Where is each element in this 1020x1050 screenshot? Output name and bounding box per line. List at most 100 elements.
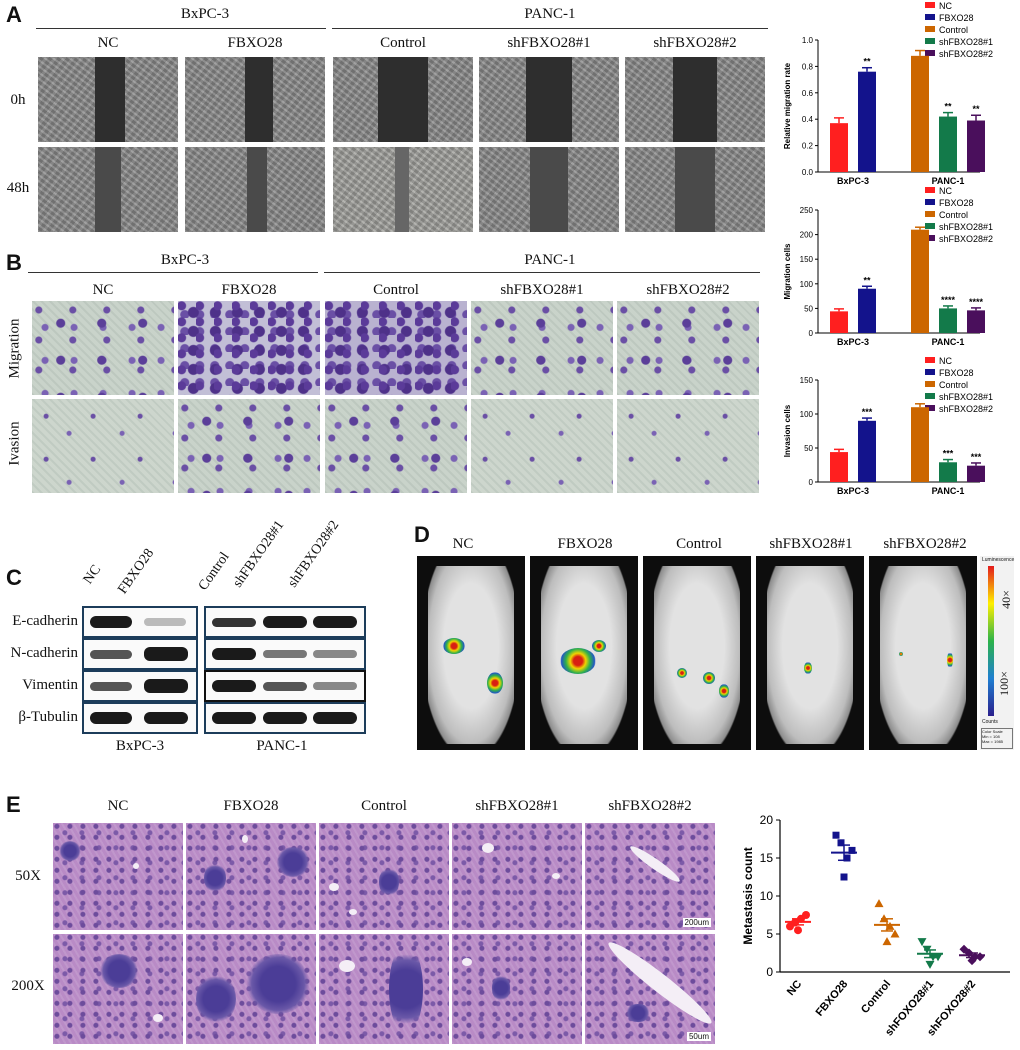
- panel-b-label: B: [6, 250, 22, 275]
- chart1-ytick-label-0: 0: [809, 329, 814, 338]
- chart1-legend-label-2: Control: [939, 210, 968, 220]
- chart0-ytick-label-1: 0.2: [802, 142, 814, 151]
- chart0-ytick-label-2: 0.4: [802, 115, 814, 124]
- wound-photo-fbxo28-0h: [185, 57, 325, 142]
- chart1-legend-swatch-3: [925, 223, 935, 229]
- chart1-legend-label-4: shFBXO28#2: [939, 234, 993, 244]
- chart0-legend-swatch-1: [925, 14, 935, 20]
- wb-blot-panc1-ecadherin: [204, 606, 366, 638]
- chart0-ytick-label-5: 1.0: [802, 36, 814, 45]
- transwell-photo-control-invasion: [325, 399, 467, 493]
- transwell-photo-sh1-invasion: [471, 399, 613, 493]
- chart0-sig-3: **: [944, 102, 952, 112]
- ivis-scale-top: 40×: [998, 590, 1013, 609]
- wound-photo-nc-48h: [38, 147, 178, 232]
- ivis-col-sh2: shFBXO28#2: [883, 536, 967, 552]
- he-photo-sh2-200x: 50um: [585, 934, 715, 1044]
- ivis-image-nc: [417, 556, 525, 750]
- migration-cells-chart: NC FBXO28 Control shFBXO28#1 shFBXO28#2 0 50 10…: [783, 186, 993, 347]
- chart3-point-2-0: [874, 899, 884, 908]
- chart3-point-1-4: [840, 873, 848, 881]
- chart0-legend-label-3: shFBXO28#1: [939, 37, 993, 47]
- chart3-ytick-label-2: 10: [760, 889, 774, 903]
- he-photo-fbxo28-50x: [186, 823, 316, 930]
- ivis-scale-bottom: 100×: [996, 671, 1011, 696]
- chart3-point-1-2: [843, 854, 851, 862]
- chart1-group-label-1: PANC-1: [932, 337, 965, 347]
- chart0-group-label-1: PANC-1: [932, 176, 965, 186]
- wb-protein-vimentin: Vimentin: [22, 677, 78, 693]
- chart3-xtick-label-0: NC: [785, 978, 804, 998]
- panel-d-label: D: [414, 522, 430, 547]
- chart1-bar-0: [830, 311, 848, 333]
- wb-blot-panc1-ncadherin: [204, 638, 366, 670]
- chart1-legend-label-0: NC: [939, 186, 952, 196]
- chart2-legend-label-3: shFBXO28#1: [939, 392, 993, 402]
- chart3-point-4-4: [967, 956, 977, 966]
- chart1-sig-3: ****: [941, 295, 956, 305]
- chart0-ytick-label-0: 0.0: [802, 168, 814, 177]
- ivis-col-control: Control: [676, 536, 722, 552]
- panel-a-label: A: [6, 2, 22, 27]
- transwell-photo-sh2-migration: [617, 301, 759, 395]
- chart2-legend-swatch-0: [925, 357, 935, 363]
- he-col-sh1: shFBXO28#1: [475, 798, 559, 814]
- wb-protein-tubulin: β-Tubulin: [18, 709, 78, 725]
- wb-protein-ncadherin: N-cadherin: [10, 645, 78, 661]
- chart0-group-label-0: BxPC-3: [837, 176, 869, 186]
- chart2-group-label-1: PANC-1: [932, 486, 965, 496]
- chart2-bar-0: [830, 452, 848, 482]
- chart0-legend-swatch-0: [925, 2, 935, 8]
- chart2-legend-label-2: Control: [939, 380, 968, 390]
- wb-blot-bxpc3-ncadherin: [82, 638, 198, 670]
- ivis-image-control: [643, 556, 751, 750]
- chart3-xtick-label-1: FBXO28: [814, 978, 851, 1018]
- chart3-point-2-4: [882, 937, 892, 946]
- panel-b-divider-panc1: [324, 272, 760, 273]
- chart0-legend-label-4: shFBXO28#2: [939, 49, 993, 59]
- wound-photo-control-48h: [333, 147, 473, 232]
- panel-b-group-bxpc3: BxPC-3: [160, 252, 210, 268]
- relative-migration-rate-chart: NC FBXO28 Control shFBXO28#1 shFBXO28#2 0.0 0.…: [783, 1, 993, 186]
- chart0-bar-4: [967, 120, 985, 172]
- he-col-fbxo28: FBXO28: [223, 798, 279, 814]
- chart2-ytick-label-3: 150: [800, 376, 814, 385]
- chart3-point-4-3: [975, 952, 985, 962]
- transwell-photo-nc-invasion: [32, 399, 174, 493]
- he-row-50x: 50X: [15, 868, 41, 884]
- chart1-bar-1: [858, 288, 876, 333]
- chart1-legend-swatch-1: [925, 199, 935, 205]
- chart3-point-3-0: [917, 938, 927, 947]
- chart0-legend-label-1: FBXO28: [939, 13, 974, 23]
- chart3-point-3-4: [925, 960, 935, 969]
- panel-a-row-48h: 48h: [6, 180, 30, 196]
- chart2-sig-4: ***: [971, 452, 982, 462]
- he-col-sh2: shFBXO28#2: [608, 798, 692, 814]
- wb-lane-nc: NC: [80, 562, 105, 588]
- chart3-point-2-3: [890, 929, 900, 938]
- ivis-colorbar-legend-box: Color Scale Min = 108 Max = 1985: [981, 728, 1013, 749]
- ivis-colorbar-box-line3: Max = 1985: [982, 739, 1004, 744]
- chart2-legend-swatch-2: [925, 381, 935, 387]
- chart1-sig-4: ****: [969, 297, 984, 307]
- wound-photo-sh1-48h: [479, 147, 619, 232]
- chart3-ylabel: Metastasis count: [741, 847, 755, 944]
- chart0-ytick-label-4: 0.8: [802, 62, 814, 71]
- panel-b-divider-bxpc3: [28, 272, 318, 273]
- chart3-ytick-label-1: 5: [766, 927, 773, 941]
- chart2-legend-label-0: NC: [939, 356, 952, 366]
- chart0-bar-3: [939, 116, 957, 172]
- chart2-legend-swatch-4: [925, 405, 935, 411]
- chart2-legend-swatch-3: [925, 393, 935, 399]
- ivis-image-fbxo28: [530, 556, 638, 750]
- chart1-legend-swatch-4: [925, 235, 935, 241]
- chart2-ytick-label-2: 100: [800, 410, 814, 419]
- chart0-sig-1: **: [863, 57, 871, 67]
- ivis-colorbar-box-line1: Color Scale: [982, 729, 1003, 734]
- ivis-col-fbxo28: FBXO28: [557, 536, 613, 552]
- he-photo-fbxo28-200x: [186, 934, 316, 1044]
- ivis-image-sh2: [869, 556, 977, 750]
- panel-b-col-fbxo28: FBXO28: [221, 282, 277, 298]
- transwell-photo-sh2-invasion: [617, 399, 759, 493]
- chart2-sig-1: ***: [862, 407, 873, 417]
